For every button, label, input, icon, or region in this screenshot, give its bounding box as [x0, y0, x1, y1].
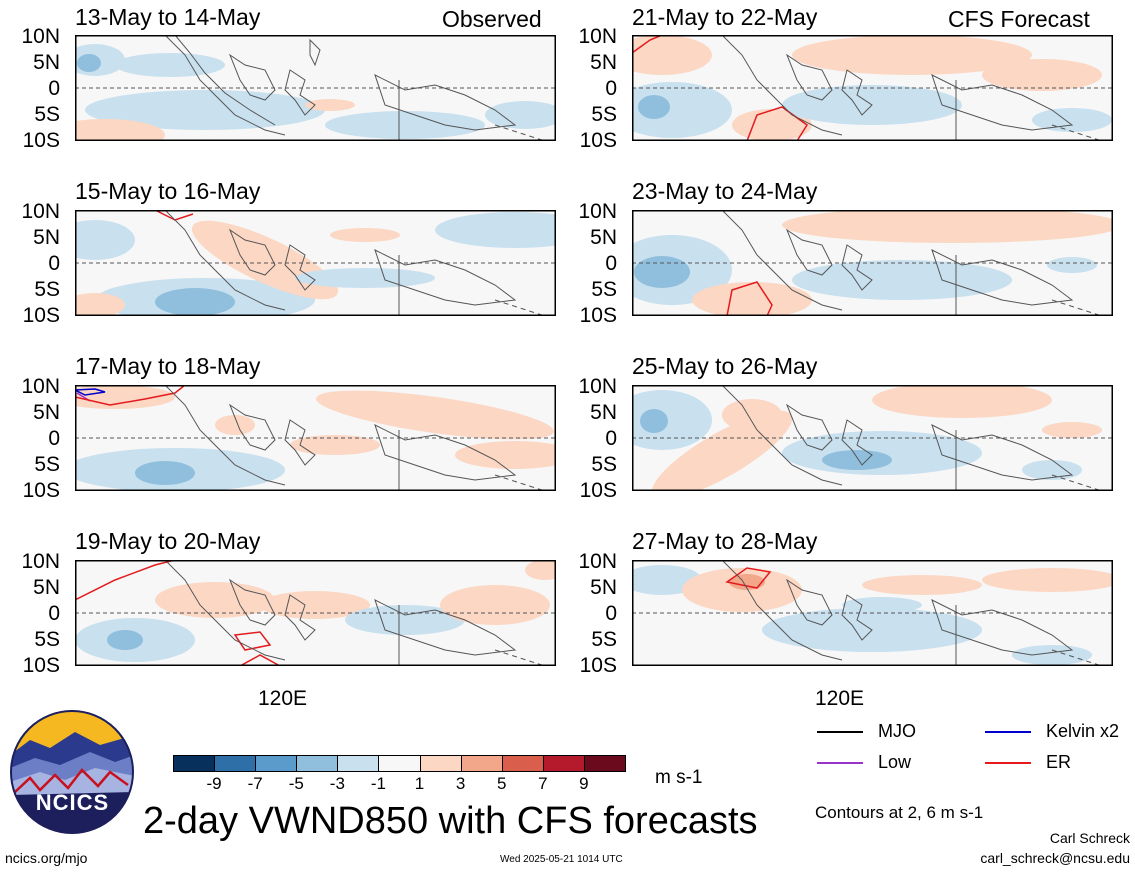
- colorbar-tick-label: 7: [538, 774, 548, 793]
- colorbar-swatch: [296, 755, 339, 772]
- map-panel-forecast-4: [632, 560, 1113, 666]
- colorbar-swatch: [419, 755, 462, 772]
- legend-mjo-label: MJO: [878, 721, 916, 741]
- colorbar-tick-label: -1: [370, 774, 387, 793]
- legend-kelvin-label: Kelvin x2: [1046, 721, 1120, 741]
- map-panel-observed-1: [75, 35, 556, 141]
- colorbar-swatch: [583, 755, 626, 772]
- panel-title-3: 17-May to 18-May: [75, 353, 261, 379]
- footer-author: Carl Schreck: [1049, 830, 1130, 846]
- map-panel-observed-2: [75, 210, 556, 316]
- colorbar-tick-label: 1: [414, 774, 425, 793]
- colorbar-units: m s-1: [655, 767, 703, 788]
- colorbar-swatch: [460, 755, 503, 772]
- colorbar-tick-label: 9: [579, 774, 589, 793]
- colorbar-tick-label: -3: [329, 774, 345, 793]
- panel-title-6: 23-May to 24-May: [632, 178, 818, 204]
- legend-low-line: [817, 762, 863, 764]
- legend-er-line: [985, 762, 1031, 764]
- map-panel-observed-3: [75, 385, 556, 491]
- cfs-forecast-label: CFS Forecast: [948, 6, 1090, 32]
- panel-title-1: 13-May to 14-May: [75, 4, 261, 30]
- ncics-logo: [10, 710, 134, 834]
- colorbar-tick-label: -5: [288, 774, 304, 793]
- map-panel-forecast-1: [632, 35, 1113, 141]
- colorbar-swatch: [255, 755, 298, 772]
- colorbar-tick-label: -9: [206, 774, 222, 793]
- colorbar-swatch: [337, 755, 380, 772]
- map-panel-forecast-3: [632, 385, 1113, 491]
- x-axis-label-right: 120E: [815, 687, 865, 710]
- panel-title-5: 21-May to 22-May: [632, 4, 818, 30]
- colorbar-swatch: [378, 755, 421, 772]
- contours-note: Contours at 2, 6 m s-1: [815, 803, 984, 822]
- panel-title-7: 25-May to 26-May: [632, 353, 818, 379]
- colorbar-tick-label: 5: [496, 774, 507, 793]
- map-panel-forecast-2: [632, 210, 1113, 316]
- legend-er-label: ER: [1046, 752, 1072, 772]
- logo-text: NCICS: [35, 790, 110, 815]
- colorbar-tick-label: 3: [455, 774, 466, 793]
- legend-mjo-line: [817, 731, 863, 733]
- footer-url[interactable]: ncics.org/mjo: [5, 850, 88, 866]
- colorbar-swatch: [501, 755, 544, 772]
- colorbar-swatch: [173, 755, 216, 772]
- observed-label: Observed: [442, 6, 542, 32]
- panel-title-4: 19-May to 20-May: [75, 528, 261, 554]
- colorbar-tick-label: -7: [247, 774, 263, 793]
- map-panel-observed-4: [75, 560, 556, 666]
- panel-title-2: 15-May to 16-May: [75, 178, 261, 204]
- legend-low-label: Low: [878, 752, 912, 772]
- x-axis-label-left: 120E: [258, 687, 308, 710]
- colorbar-swatch: [214, 755, 257, 772]
- main-title: 2-day VWND850 with CFS forecasts: [143, 800, 758, 842]
- colorbar-swatch: [542, 755, 585, 772]
- footer-email[interactable]: carl_schreck@ncsu.edu: [980, 850, 1130, 866]
- panel-title-8: 27-May to 28-May: [632, 528, 818, 554]
- footer-timestamp: Wed 2025-05-21 1014 UTC: [500, 854, 623, 865]
- legend-kelvin-line: [985, 731, 1031, 733]
